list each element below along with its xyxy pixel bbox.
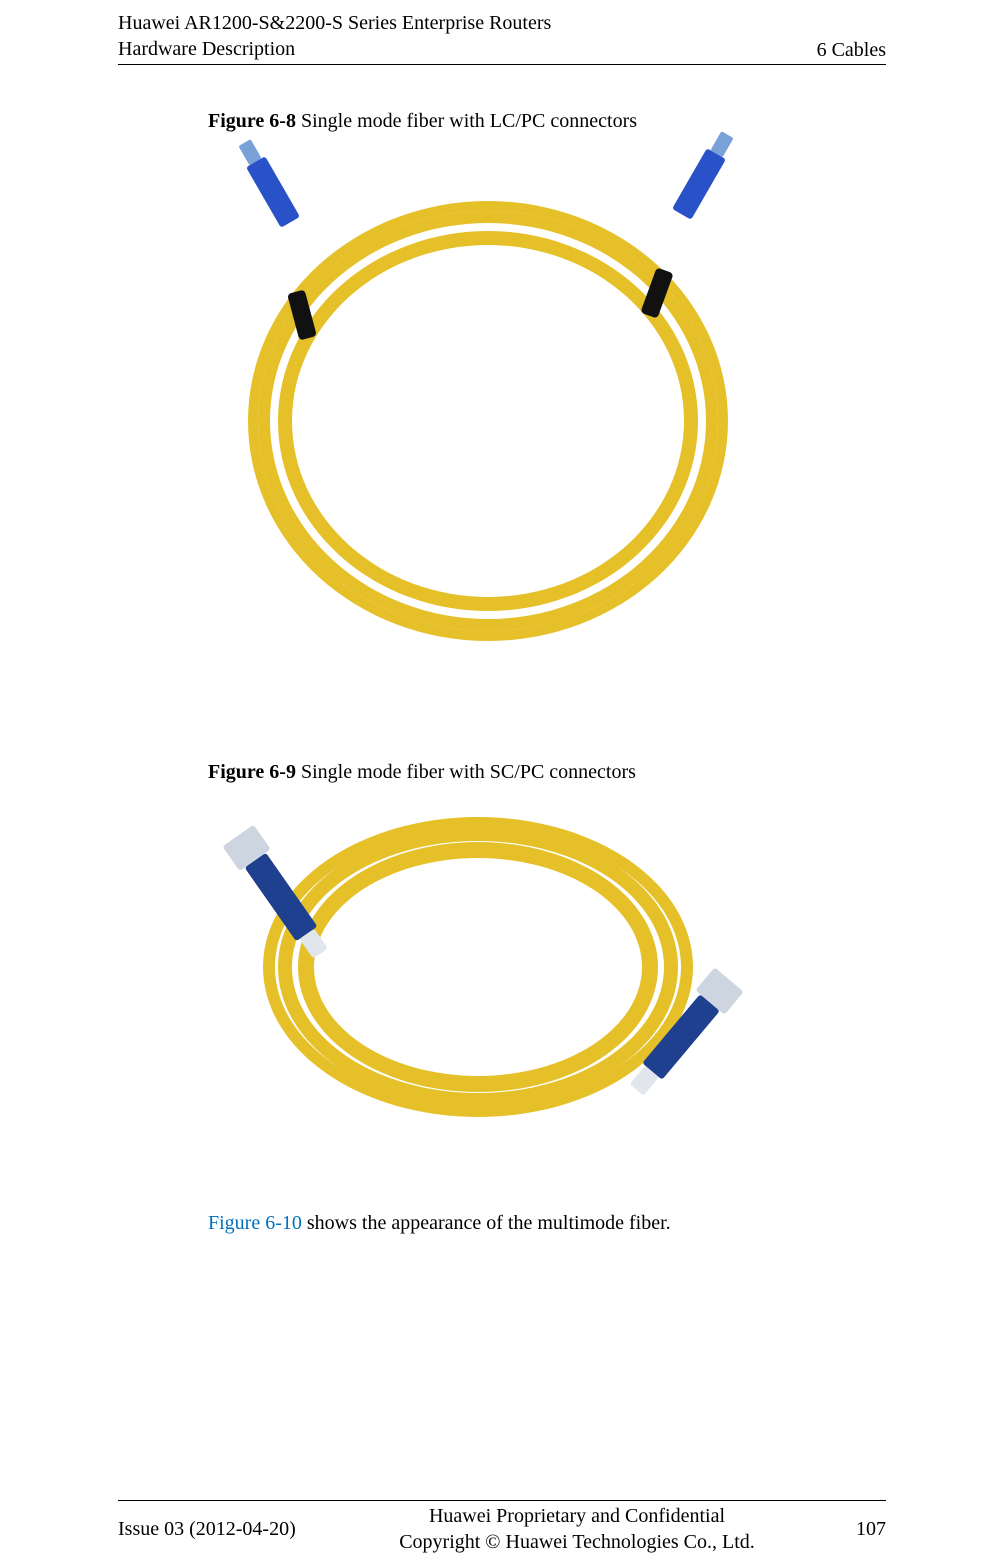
crossref-text: shows the appearance of the multimode fi… <box>302 1212 671 1234</box>
figure-6-8-text: Single mode fiber with LC/PC connectors <box>296 110 637 132</box>
footer-center: Huawei Proprietary and Confidential Copy… <box>328 1503 826 1555</box>
header-section: 6 Cables <box>817 39 886 62</box>
figure-6-8-caption: Figure 6-8 Single mode fiber with LC/PC … <box>208 110 886 133</box>
footer-copyright: Copyright © Huawei Technologies Co., Ltd… <box>328 1529 826 1555</box>
footer-page-number: 107 <box>826 1518 886 1541</box>
footer-proprietary: Huawei Proprietary and Confidential <box>328 1503 826 1529</box>
figure-6-9-label: Figure 6-9 <box>208 761 296 783</box>
lc-pc-connector <box>246 156 300 228</box>
figure-6-8-block: Figure 6-8 Single mode fiber with LC/PC … <box>208 110 886 701</box>
figure-6-9-caption: Figure 6-9 Single mode fiber with SC/PC … <box>208 761 886 784</box>
figure-6-8-image <box>208 141 775 701</box>
fiber-coil <box>298 842 658 1092</box>
figure-6-9-text: Single mode fiber with SC/PC connectors <box>296 761 636 783</box>
figure-6-8-label: Figure 6-8 <box>208 110 296 132</box>
page-content: Figure 6-8 Single mode fiber with LC/PC … <box>208 110 886 1235</box>
doc-title-line1: Huawei AR1200-S&2200-S Series Enterprise… <box>118 10 551 36</box>
header-rule <box>118 64 886 65</box>
crossref-paragraph: Figure 6-10 shows the appearance of the … <box>208 1212 886 1235</box>
doc-title-line2: Hardware Description <box>118 36 551 62</box>
page-header: Huawei AR1200-S&2200-S Series Enterprise… <box>0 10 1004 62</box>
figure-6-9-image <box>208 792 775 1152</box>
figure-6-9-block: Figure 6-9 Single mode fiber with SC/PC … <box>208 761 886 1152</box>
fiber-coil <box>278 231 698 611</box>
header-left-block: Huawei AR1200-S&2200-S Series Enterprise… <box>118 10 551 62</box>
figure-6-10-link[interactable]: Figure 6-10 <box>208 1212 302 1234</box>
page-footer: Issue 03 (2012-04-20) Huawei Proprietary… <box>0 1503 1004 1555</box>
footer-rule <box>118 1500 886 1501</box>
footer-issue: Issue 03 (2012-04-20) <box>118 1518 328 1541</box>
lc-pc-connector <box>672 148 726 220</box>
